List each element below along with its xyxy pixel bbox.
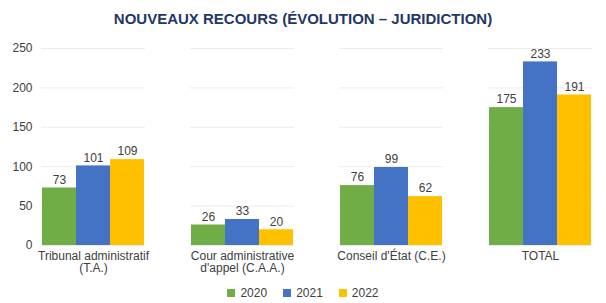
svg-text:100: 100	[12, 160, 32, 174]
svg-text:TOTAL: TOTAL	[522, 249, 560, 263]
svg-text:175: 175	[496, 92, 516, 106]
svg-text:Tribunal administratif(T.A.): Tribunal administratif(T.A.)	[38, 249, 150, 275]
html-text:2022: 2022	[351, 286, 379, 300]
svg-text:200: 200	[12, 81, 32, 95]
svg-text:50: 50	[19, 199, 33, 213]
svg-text:150: 150	[12, 120, 32, 134]
html-text:2020: 2020	[240, 286, 268, 300]
html-text:NOUVEAUX RECOURS (ÉVOLUTION –: NOUVEAUX RECOURS (ÉVOLUTION – JURIDICTIO…	[113, 10, 493, 27]
svg-text:Conseil d'État (C.E.): Conseil d'État (C.E.)	[337, 248, 445, 263]
html-text:2021: 2021	[296, 286, 323, 300]
svg-text:20: 20	[270, 215, 284, 229]
svg-text:26: 26	[202, 210, 216, 224]
svg-text:73: 73	[53, 173, 67, 187]
svg-text:Cour administratived'appel (C.: Cour administratived'appel (C.A.A.)	[191, 249, 295, 275]
svg-text:191: 191	[564, 80, 584, 94]
svg-text:33: 33	[236, 204, 250, 218]
svg-text:101: 101	[83, 151, 103, 165]
svg-text:99: 99	[385, 152, 399, 166]
svg-text:62: 62	[419, 181, 433, 195]
svg-text:250: 250	[12, 41, 32, 55]
svg-text:76: 76	[351, 170, 365, 184]
svg-text:0: 0	[26, 238, 33, 252]
svg-text:233: 233	[530, 47, 550, 61]
svg-text:109: 109	[117, 144, 137, 158]
